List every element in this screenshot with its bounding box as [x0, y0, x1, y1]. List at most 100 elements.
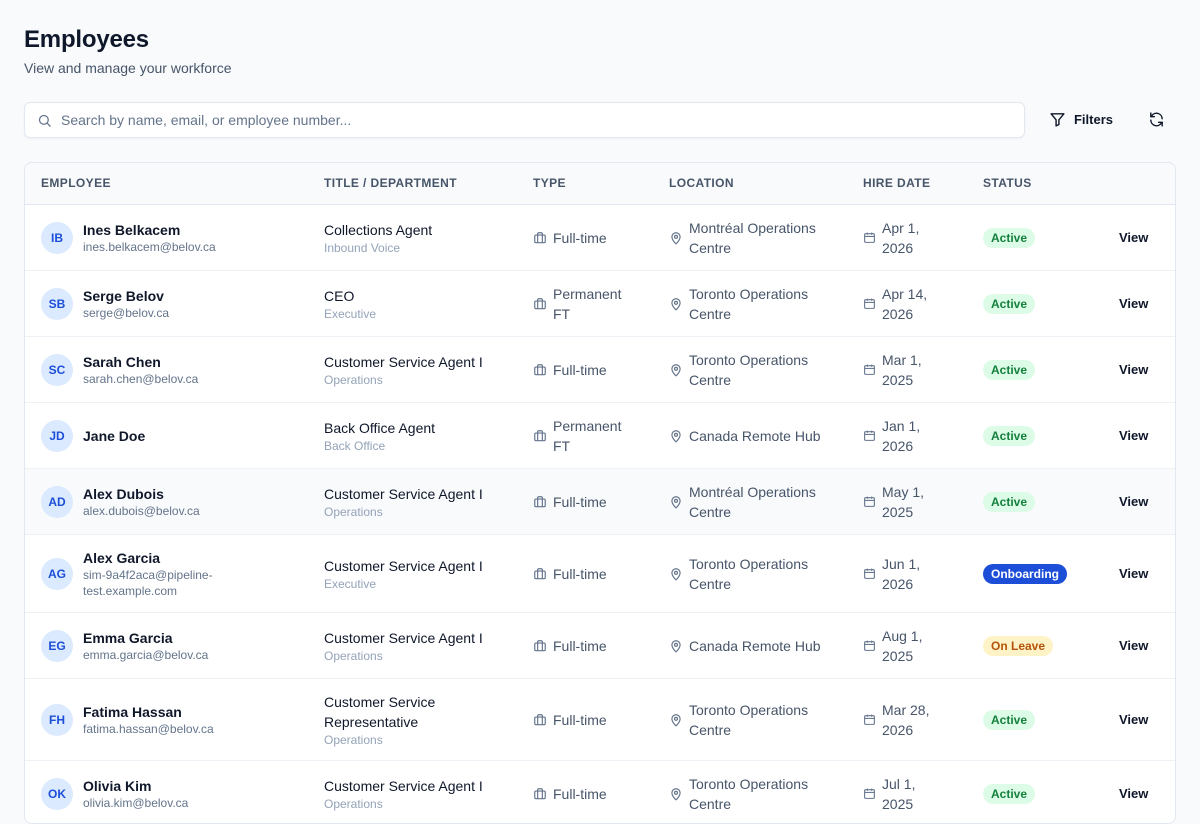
- status-cell: Active: [983, 403, 1036, 468]
- location: Toronto Operations Centre: [689, 775, 809, 812]
- view-button[interactable]: View: [1119, 566, 1149, 581]
- table-header: Employee Title / Department Type Locatio…: [25, 163, 1175, 205]
- location-cell: Toronto Operations Centre: [669, 271, 849, 336]
- view-button[interactable]: View: [1119, 362, 1149, 377]
- employee-name[interactable]: Emma Garcia: [83, 629, 173, 646]
- table-row[interactable]: OK Olivia Kim olivia.kim@belov.ca Custom…: [25, 761, 1175, 823]
- status-badge: Active: [983, 491, 1036, 512]
- avatar: FH: [41, 703, 73, 736]
- hire-date-cell: Jul 1, 2025: [863, 761, 963, 823]
- status-cell: Active: [983, 469, 1036, 534]
- title-cell: Customer Service Representative Operatio…: [324, 679, 514, 760]
- hire-date: Apr 14, 2026: [882, 285, 928, 322]
- job-title: Back Office Agent: [324, 419, 436, 436]
- briefcase-icon: [534, 363, 546, 375]
- employee-name[interactable]: Jane Doe: [83, 427, 146, 444]
- column-header-hire-date[interactable]: Hire Date: [863, 176, 931, 190]
- department: Executive: [324, 306, 377, 321]
- briefcase-icon: [534, 713, 546, 725]
- employee-name[interactable]: Alex Garcia: [83, 549, 161, 566]
- employee-cell: SB Serge Belov serge@belov.ca: [41, 271, 253, 336]
- location: Canada Remote Hub: [689, 637, 821, 654]
- status-cell: Active: [983, 337, 1036, 402]
- avatar: AD: [41, 485, 73, 518]
- view-button[interactable]: View: [1119, 712, 1149, 727]
- employee-name[interactable]: Serge Belov: [83, 287, 164, 304]
- view-cell: View: [1119, 761, 1149, 823]
- calendar-icon: [864, 496, 875, 507]
- hire-date: Jan 1, 2026: [882, 417, 921, 454]
- table-row[interactable]: SC Sarah Chen sarah.chen@belov.ca Custom…: [25, 337, 1175, 403]
- employee-name[interactable]: Ines Belkacem: [83, 221, 181, 238]
- filters-button[interactable]: Filters: [1038, 102, 1124, 136]
- location-cell: Toronto Operations Centre: [669, 761, 849, 823]
- calendar-icon: [864, 714, 875, 725]
- status-badge: Active: [983, 359, 1036, 380]
- employee-name[interactable]: Fatima Hassan: [83, 703, 182, 720]
- page-title: Employees: [24, 26, 149, 53]
- employee-name[interactable]: Sarah Chen: [83, 353, 161, 370]
- briefcase-icon: [534, 297, 546, 309]
- map-pin-icon: [671, 363, 681, 376]
- page-header: Employees View and manage your workforce: [24, 24, 232, 76]
- department: Inbound Voice: [324, 240, 401, 255]
- calendar-icon: [864, 430, 875, 441]
- column-header-employee[interactable]: Employee: [41, 176, 111, 190]
- table-row[interactable]: IB Ines Belkacem ines.belkacem@belov.ca …: [25, 205, 1175, 271]
- location: Toronto Operations Centre: [689, 285, 809, 322]
- search-box[interactable]: [24, 102, 1025, 138]
- hire-date-cell: May 1, 2025: [863, 469, 963, 534]
- view-cell: View: [1119, 337, 1148, 402]
- type-cell: Full-time: [533, 613, 643, 678]
- view-cell: View: [1119, 403, 1148, 468]
- table-row[interactable]: JD Jane Doe Back Office Agent Back Offic…: [25, 403, 1175, 469]
- view-cell: View: [1119, 535, 1148, 612]
- employee-cell: JD Jane Doe: [41, 403, 253, 468]
- briefcase-icon: [534, 787, 546, 799]
- title-cell: Customer Service Agent I Executive: [324, 535, 514, 612]
- table-row[interactable]: FH Fatima Hassan fatima.hassan@belov.ca …: [25, 679, 1175, 761]
- location-cell: Toronto Operations Centre: [669, 679, 849, 760]
- department: Operations: [324, 504, 383, 519]
- table-row[interactable]: EG Emma Garcia emma.garcia@belov.ca Cust…: [25, 613, 1175, 679]
- view-button[interactable]: View: [1119, 230, 1149, 245]
- employee-cell: IB Ines Belkacem ines.belkacem@belov.ca: [41, 205, 253, 270]
- job-title: Customer Service Agent I: [324, 557, 483, 574]
- view-button[interactable]: View: [1119, 638, 1149, 653]
- avatar: OK: [41, 777, 73, 810]
- refresh-button[interactable]: [1140, 102, 1172, 136]
- table-row[interactable]: AG Alex Garcia sim-9a4f2aca@pipeline-tes…: [25, 535, 1175, 613]
- view-cell: View: [1119, 613, 1148, 678]
- hire-date: Aug 1, 2025: [882, 627, 923, 664]
- column-header-status[interactable]: Status: [983, 176, 1032, 190]
- column-header-location[interactable]: Location: [669, 176, 734, 190]
- job-title: Customer Service Agent I: [324, 629, 483, 646]
- map-pin-icon: [671, 567, 681, 580]
- search-input[interactable]: [61, 103, 1011, 137]
- map-pin-icon: [671, 787, 681, 800]
- view-button[interactable]: View: [1119, 786, 1149, 801]
- job-title: Customer Service Agent I: [324, 353, 483, 370]
- table-row[interactable]: AD Alex Dubois alex.dubois@belov.ca Cust…: [25, 469, 1175, 535]
- employment-type: Full-time: [553, 637, 607, 654]
- type-cell: Permanent FT: [533, 403, 643, 468]
- employee-name[interactable]: Olivia Kim: [83, 777, 152, 794]
- map-pin-icon: [671, 495, 681, 508]
- column-header-title-department[interactable]: Title / Department: [324, 176, 457, 190]
- table-row[interactable]: SB Serge Belov serge@belov.ca CEO Execut…: [25, 271, 1175, 337]
- employee-name[interactable]: Alex Dubois: [83, 485, 164, 502]
- employee-cell: EG Emma Garcia emma.garcia@belov.ca: [41, 613, 253, 678]
- hire-date: Apr 1, 2026: [882, 219, 920, 256]
- employee-cell: AG Alex Garcia sim-9a4f2aca@pipeline-tes…: [41, 535, 253, 612]
- view-button[interactable]: View: [1119, 428, 1149, 443]
- view-button[interactable]: View: [1119, 296, 1149, 311]
- view-button[interactable]: View: [1119, 494, 1149, 509]
- employee-cell: FH Fatima Hassan fatima.hassan@belov.ca: [41, 679, 253, 760]
- column-header-type[interactable]: Type: [533, 176, 566, 190]
- briefcase-icon: [534, 639, 546, 651]
- employment-type: Full-time: [553, 565, 607, 582]
- department: Operations: [324, 796, 383, 811]
- view-cell: View: [1119, 271, 1148, 336]
- calendar-icon: [864, 568, 875, 579]
- map-pin-icon: [671, 429, 681, 442]
